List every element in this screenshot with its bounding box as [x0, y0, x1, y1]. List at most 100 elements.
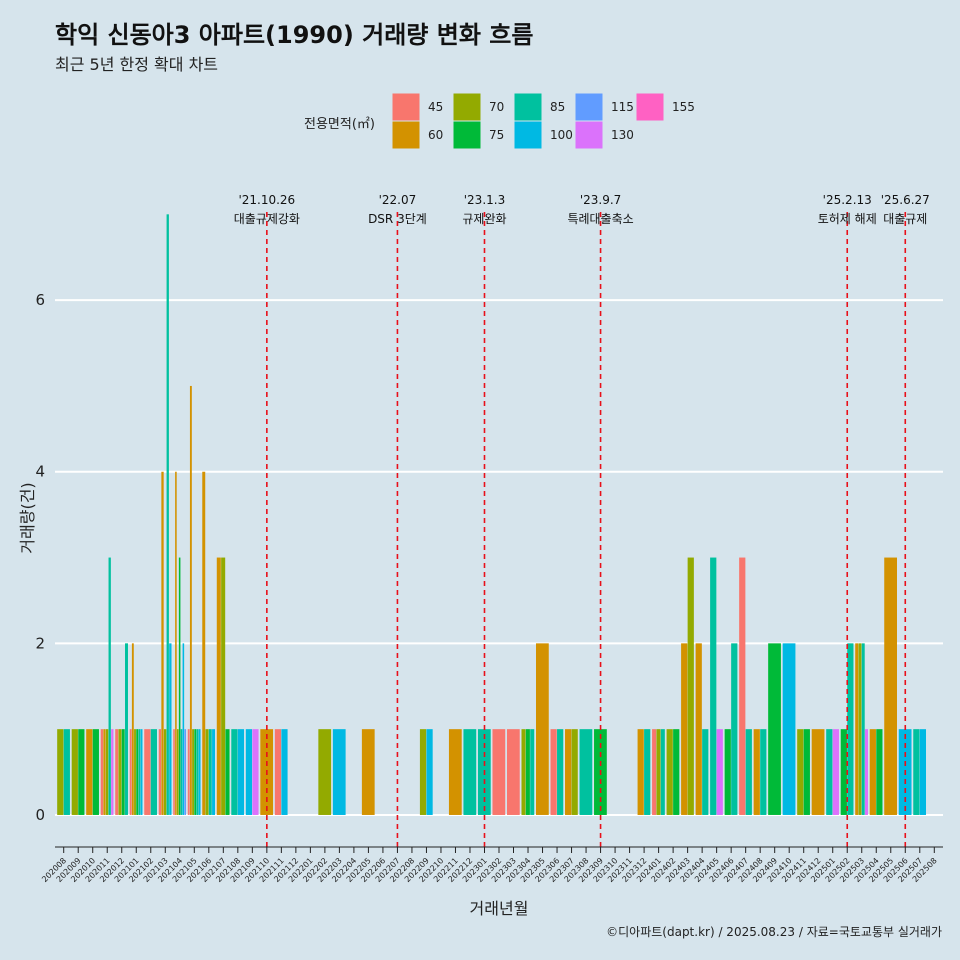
legend-label-60: 60: [428, 128, 443, 142]
legend-title: 전용면적(㎡): [304, 117, 375, 132]
bar-202011-130: [111, 729, 114, 815]
event-date: '25.6.27: [881, 193, 930, 207]
bar-202404-85: [702, 729, 709, 815]
bar-202105-75: [194, 729, 197, 815]
legend-swatch-115: [574, 92, 604, 122]
bar-202410-100: [782, 643, 796, 815]
bar-202304-85: [530, 729, 535, 815]
bar-202306-85: [557, 729, 564, 815]
bar-202109-100: [245, 729, 253, 815]
event-label: 대출규제강화: [234, 212, 300, 226]
bar-202101-75: [136, 729, 139, 815]
bar-202304-75: [525, 729, 530, 815]
bar-202502-75: [840, 729, 847, 815]
bar-202011-85: [108, 557, 111, 815]
bar-202111-45: [274, 729, 282, 815]
event-date: '22.07: [379, 193, 417, 207]
y-tick-label: 4: [35, 463, 45, 481]
bar-202104-100: [182, 643, 185, 815]
bar-202012-45: [115, 729, 119, 815]
bar-202405-85: [710, 557, 717, 815]
bar-202202-70: [318, 729, 332, 815]
bar-202008-85: [63, 729, 70, 815]
bar-202312-60: [637, 729, 644, 815]
bar-202109-130: [252, 729, 259, 815]
bar-202107-70: [221, 557, 226, 815]
bar-202105-60: [189, 385, 192, 815]
bar-202101-70: [134, 729, 136, 815]
bar-202409-75: [768, 643, 781, 815]
bar-202101-85: [138, 729, 141, 815]
chart-title: 학익 신동아3 아파트(1990) 거래량 변화 흐름: [55, 21, 533, 49]
y-axis-title: 거래량(건): [18, 482, 37, 553]
bar-202212-85: [463, 729, 477, 815]
event-date: '23.9.7: [580, 193, 621, 207]
bar-202403-60: [681, 643, 688, 815]
bar-202108-85: [231, 729, 238, 815]
bar-202507-85: [913, 729, 920, 815]
bar-202102-45: [144, 729, 151, 815]
event-label: 토허제 해제: [818, 212, 877, 226]
bar-202504-60: [869, 729, 876, 815]
bar-202101-45: [129, 729, 132, 815]
bar-202111-100: [281, 729, 288, 815]
bar-202211-60: [448, 729, 462, 815]
bar-202302-45: [492, 729, 506, 815]
bar-202411-75: [803, 729, 810, 815]
bar-202408-60: [753, 729, 760, 815]
caption: ©디아파트(dapt.kr) / 2025.08.23 / 자료=국토교통부 실…: [606, 925, 942, 939]
bar-202406-85: [731, 643, 738, 815]
bar-202401-85: [660, 729, 665, 815]
legend-label-45: 45: [428, 100, 443, 114]
chart-subtitle: 최근 5년 한정 확대 차트: [55, 55, 218, 74]
legend-label-100: 100: [550, 128, 573, 142]
legend-swatch-70: [452, 92, 482, 122]
bar-202010-75: [92, 729, 99, 815]
bar-202303-45: [506, 729, 520, 815]
legend-label-130: 130: [611, 128, 634, 142]
legend-label-155: 155: [672, 100, 695, 114]
legend-label-75: 75: [489, 128, 504, 142]
bar-202308-85: [579, 729, 593, 815]
bar-202304-70: [521, 729, 526, 815]
bar-202505-60: [884, 557, 897, 815]
bar-202009-75: [78, 729, 85, 815]
plot-area: '21.10.26 대출규제강화 '22.07 DSR 3단계 '23.1.3 규제완화 '…: [35, 193, 943, 884]
bar-202501-85: [826, 729, 833, 815]
bar-202104-70: [176, 729, 179, 815]
bar-202103-70: [163, 729, 167, 815]
bar-202012-70: [118, 729, 122, 815]
y-tick-label: 6: [35, 291, 45, 309]
bar-202203-100: [332, 729, 346, 815]
bar-202008-70: [57, 729, 64, 815]
bar-202407-45: [739, 557, 746, 815]
bar-202403-70: [687, 557, 694, 815]
bar-202105-100: [198, 729, 201, 815]
bar-202103-100: [169, 643, 172, 815]
bar-202408-85: [760, 729, 767, 815]
bar-202205-60: [361, 729, 375, 815]
event-label: 대출규제: [883, 212, 927, 226]
y-tick-label: 0: [35, 806, 45, 824]
bar-202010-60: [86, 729, 93, 815]
bar-202103-60: [161, 471, 164, 815]
event-label: 특례대출축소: [567, 212, 633, 226]
bar-202009-70: [71, 729, 78, 815]
bar-202101-60: [131, 643, 134, 815]
bar-202502-85: [847, 643, 854, 815]
bar-202103-85: [166, 214, 169, 815]
bar-202104-45: [173, 729, 175, 815]
bar-202106-100: [212, 729, 216, 815]
event-lines: '21.10.26 대출규제강화 '22.07 DSR 3단계 '23.1.3 규제완화 '…: [234, 193, 930, 847]
y-tick-label: 2: [35, 634, 45, 652]
bar-202404-60: [695, 643, 702, 815]
bar-202503-130: [865, 729, 868, 815]
bar-202401-70: [656, 729, 661, 815]
bar-202012-85: [125, 643, 128, 815]
bar-202507-100: [919, 729, 927, 815]
bar-202405-130: [716, 729, 723, 815]
bar-202305-60: [536, 643, 549, 815]
bar-202504-75: [876, 729, 883, 815]
legend-swatch-130: [574, 120, 604, 150]
